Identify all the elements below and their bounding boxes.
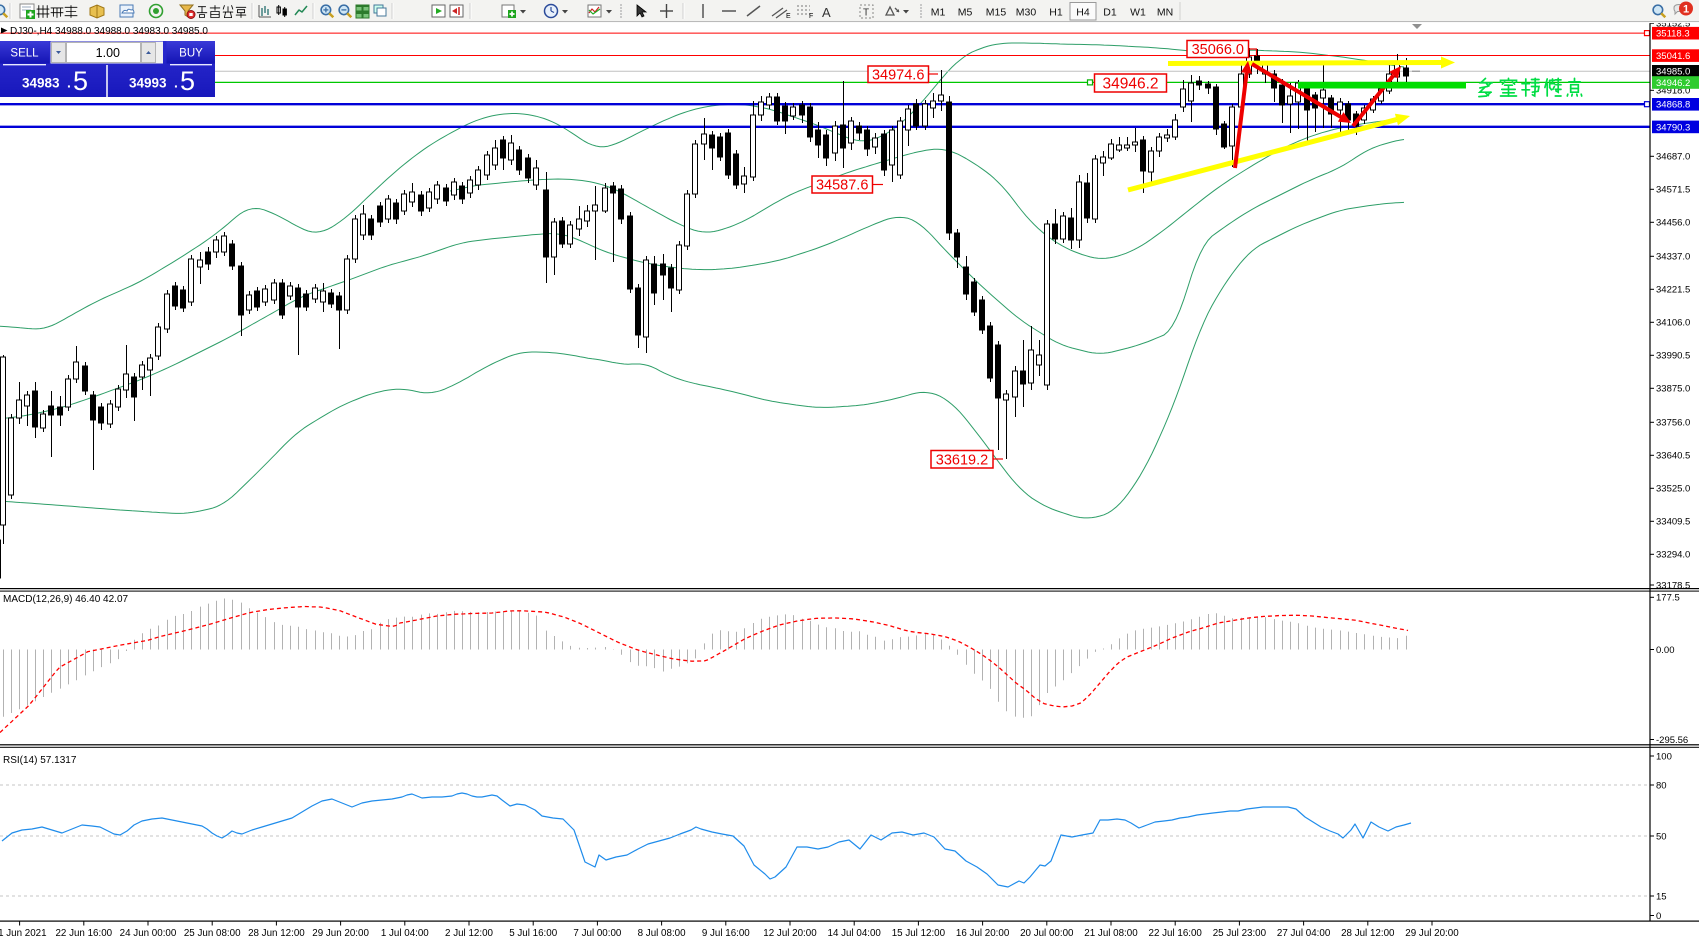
svg-text:D1: D1 (1103, 7, 1117, 19)
svg-text:1.00: 1.00 (96, 46, 120, 60)
svg-text:177.5: 177.5 (1656, 593, 1680, 604)
svg-text:21 Jun 2021: 21 Jun 2021 (0, 928, 47, 939)
svg-text:34918.0: 34918.0 (1656, 86, 1690, 97)
svg-text:34868.8: 34868.8 (1656, 100, 1690, 111)
svg-text:0: 0 (1656, 911, 1661, 922)
svg-text:7 Jul 00:00: 7 Jul 00:00 (573, 928, 621, 939)
svg-text:35118.3: 35118.3 (1656, 29, 1690, 40)
svg-text:15: 15 (1656, 891, 1667, 902)
svg-text:E: E (786, 13, 791, 20)
svg-text:RSI(14) 57.1317: RSI(14) 57.1317 (3, 755, 77, 766)
svg-text:25 Jun 08:00: 25 Jun 08:00 (184, 928, 241, 939)
svg-text:22 Jul 16:00: 22 Jul 16:00 (1149, 928, 1203, 939)
svg-text:33756.0: 33756.0 (1656, 418, 1690, 429)
svg-text:.: . (174, 75, 178, 91)
svg-text:28 Jul 12:00: 28 Jul 12:00 (1341, 928, 1395, 939)
svg-text:14 Jul 04:00: 14 Jul 04:00 (828, 928, 882, 939)
svg-text:34985.0: 34985.0 (1656, 67, 1690, 78)
svg-text:M30: M30 (1016, 7, 1037, 19)
svg-text:M15: M15 (986, 7, 1007, 19)
svg-text:33178.5: 33178.5 (1656, 580, 1690, 591)
svg-text:A: A (822, 5, 831, 20)
svg-text:M5: M5 (958, 7, 973, 19)
svg-text:34106.0: 34106.0 (1656, 318, 1690, 329)
svg-text:1 Jul 04:00: 1 Jul 04:00 (381, 928, 429, 939)
svg-text:34993: 34993 (129, 76, 167, 91)
svg-text:33640.5: 33640.5 (1656, 451, 1690, 462)
svg-text:35152.5: 35152.5 (1656, 19, 1690, 30)
svg-text:25 Jul 23:00: 25 Jul 23:00 (1213, 928, 1267, 939)
svg-text:33875.0: 33875.0 (1656, 384, 1690, 395)
svg-text:5: 5 (180, 66, 195, 96)
svg-text:28 Jun 12:00: 28 Jun 12:00 (248, 928, 305, 939)
svg-text:SELL: SELL (10, 48, 39, 60)
svg-text:34983: 34983 (22, 76, 60, 91)
svg-text:MACD(12,26,9) 46.40 42.07: MACD(12,26,9) 46.40 42.07 (3, 594, 129, 605)
svg-text:34687.0: 34687.0 (1656, 152, 1690, 163)
svg-text:80: 80 (1656, 780, 1667, 791)
svg-text:34790.3: 34790.3 (1656, 122, 1690, 133)
svg-text:50: 50 (1656, 831, 1667, 842)
svg-text:9 Jul 16:00: 9 Jul 16:00 (702, 928, 750, 939)
svg-text:33525.0: 33525.0 (1656, 484, 1690, 495)
svg-text:0.00: 0.00 (1656, 645, 1675, 656)
svg-text:34571.5: 34571.5 (1656, 185, 1690, 196)
svg-text:2 Jul 12:00: 2 Jul 12:00 (445, 928, 493, 939)
svg-text:M1: M1 (931, 7, 946, 19)
svg-text:33294.0: 33294.0 (1656, 550, 1690, 561)
svg-text:T: T (863, 8, 869, 19)
svg-text:DJ30-,H4 34988.0 34988.0 3498: DJ30-,H4 34988.0 34988.0 34983.0 34985.0 (10, 26, 208, 37)
svg-text:34974.6: 34974.6 (872, 68, 924, 84)
svg-text:H1: H1 (1049, 7, 1063, 19)
svg-text:24 Jun 00:00: 24 Jun 00:00 (120, 928, 177, 939)
svg-text:29 Jun 20:00: 29 Jun 20:00 (312, 928, 369, 939)
svg-text:5 Jul 16:00: 5 Jul 16:00 (509, 928, 557, 939)
svg-text:1: 1 (1683, 4, 1689, 16)
svg-text:29 Jul 20:00: 29 Jul 20:00 (1405, 928, 1459, 939)
svg-text:35066.0: 35066.0 (1192, 42, 1244, 58)
svg-text:34946.2: 34946.2 (1102, 76, 1158, 93)
svg-text:34946.2: 34946.2 (1656, 78, 1690, 89)
svg-text:20 Jul 00:00: 20 Jul 00:00 (1020, 928, 1074, 939)
svg-text:.: . (67, 75, 71, 91)
svg-text:33990.5: 33990.5 (1656, 351, 1690, 362)
svg-text:5: 5 (73, 66, 88, 96)
svg-text:27 Jul 04:00: 27 Jul 04:00 (1277, 928, 1331, 939)
svg-text:BUY: BUY (179, 48, 203, 60)
svg-text:8 Jul 08:00: 8 Jul 08:00 (638, 928, 686, 939)
svg-text:16 Jul 20:00: 16 Jul 20:00 (956, 928, 1010, 939)
svg-text:34221.5: 34221.5 (1656, 285, 1690, 296)
svg-text:100: 100 (1656, 751, 1672, 762)
svg-text:12 Jul 20:00: 12 Jul 20:00 (763, 928, 817, 939)
svg-text:35041.6: 35041.6 (1656, 51, 1690, 62)
svg-text:34587.6: 34587.6 (816, 178, 868, 194)
svg-text:15 Jul 12:00: 15 Jul 12:00 (892, 928, 946, 939)
svg-text:W1: W1 (1130, 7, 1146, 19)
svg-text:22 Jun 16:00: 22 Jun 16:00 (55, 928, 112, 939)
svg-text:F: F (809, 13, 813, 20)
svg-text:33409.5: 33409.5 (1656, 517, 1690, 528)
svg-text:MN: MN (1157, 7, 1173, 19)
svg-text:H4: H4 (1076, 7, 1090, 19)
svg-text:33619.2: 33619.2 (936, 453, 988, 469)
svg-text:-295.56: -295.56 (1656, 735, 1688, 746)
svg-text:34456.0: 34456.0 (1656, 218, 1690, 229)
svg-text:34337.0: 34337.0 (1656, 252, 1690, 263)
svg-text:21 Jul 08:00: 21 Jul 08:00 (1084, 928, 1138, 939)
